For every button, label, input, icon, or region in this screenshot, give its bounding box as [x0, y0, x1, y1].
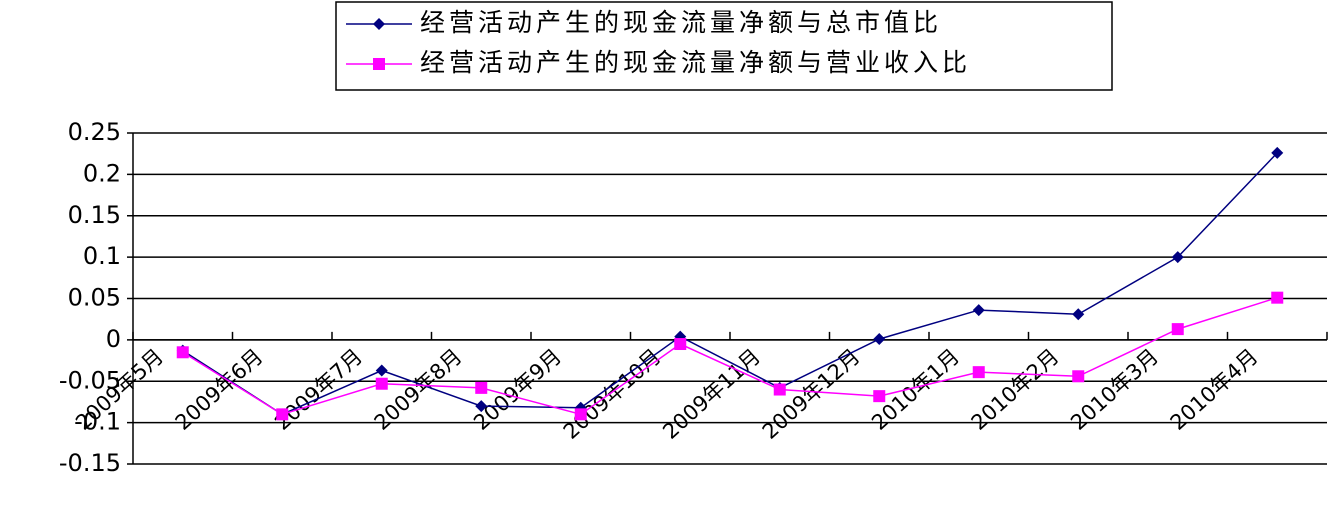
x-tick-label: 2010年1月	[867, 344, 964, 435]
point	[574, 408, 587, 421]
point	[873, 390, 886, 403]
y-tick-label: 0	[106, 325, 121, 353]
point	[1171, 251, 1184, 264]
point	[373, 18, 385, 30]
point	[276, 408, 289, 421]
line	[182, 296, 1278, 416]
y-tick-label: -0.1	[74, 408, 121, 436]
y-tick-label: -0.15	[59, 449, 121, 477]
x-tick-label: 2009年7月	[270, 344, 367, 435]
point	[475, 381, 488, 394]
point	[373, 58, 385, 70]
point	[873, 333, 886, 346]
point	[475, 400, 488, 413]
y-tick-label: 0.15	[68, 201, 121, 229]
point	[375, 364, 388, 377]
point	[1171, 323, 1184, 336]
point	[773, 383, 786, 396]
point	[674, 338, 687, 351]
point	[1072, 308, 1085, 321]
point	[1072, 370, 1085, 383]
x-tick-label: 2010年2月	[967, 344, 1064, 435]
line	[182, 152, 1278, 416]
point	[972, 304, 985, 317]
legend-label: 经营活动产生的现金流量净额与营业收入比	[420, 48, 971, 77]
point	[375, 377, 388, 390]
point	[176, 346, 189, 359]
y-tick-label: -0.05	[59, 366, 121, 394]
y-tick-label: 0.2	[83, 159, 121, 187]
legend-box	[335, 1, 1113, 91]
y-tick-label: 0.05	[68, 284, 121, 312]
point	[1271, 146, 1284, 159]
point	[972, 366, 985, 379]
point	[1271, 291, 1284, 304]
legend-label: 经营活动产生的现金流量净额与总市值比	[420, 8, 942, 37]
y-tick-label: 0.25	[68, 118, 121, 146]
x-tick-label: 2010年3月	[1066, 344, 1163, 435]
x-tick-label: 2010年4月	[1166, 344, 1263, 435]
y-tick-label: 0.1	[83, 242, 121, 270]
